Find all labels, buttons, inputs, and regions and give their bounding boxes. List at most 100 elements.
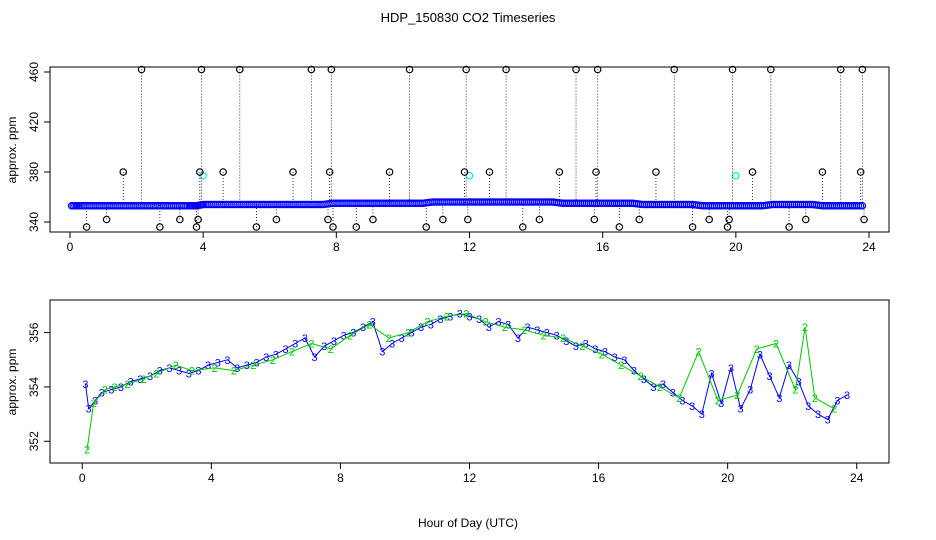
top-point-blue-dense [343,199,351,208]
bottom-digit-marker-3: 3 [186,368,192,380]
top-point-black [176,215,184,224]
bottom-digit-marker-3: 3 [708,368,714,380]
top-point-blue-dense [253,200,261,209]
bottom-digit-marker-3: 3 [544,328,550,340]
top-point-black [219,168,227,176]
top-point-blue-dense [652,200,661,209]
bottom-digit-marker-3: 3 [292,338,298,350]
top-point-black [119,168,128,176]
top-point-blue-dense [140,202,148,210]
top-y-axis: 340 380 420 460 [27,62,50,232]
bottom-digit-marker-3: 3 [757,349,763,361]
bottom-digit-marker-3: 3 [447,311,453,323]
top-point-blue-dense [243,200,251,209]
top-point-blue-dense [852,202,861,210]
top-point-blue-dense [333,199,341,208]
bottom-digit-marker-3: 3 [805,401,811,413]
top-point-black [325,168,334,176]
bottom-digit-marker-3: 3 [573,341,579,353]
top-y-tick-label: 380 [27,162,41,182]
top-point-black [688,223,697,231]
top-point-blue-dense [303,200,311,209]
top-point-blue-dense [353,199,361,208]
top-point-black [590,215,599,224]
top-point-blue-dense [383,199,391,208]
bottom-digit-marker-3: 3 [796,377,802,389]
top-y-tick-label: 420 [27,112,41,132]
top-x-tick-label: 0 [67,240,74,254]
bottom-digit-marker-3: 3 [341,330,347,342]
top-point-black [748,168,757,176]
bottom-x-axis: 0 4 8 12 16 20 24 [79,463,864,485]
top-point-blue-dense [483,198,491,206]
bottom-digit-marker-2: 2 [405,328,411,340]
top-point-blue-dense [854,202,863,210]
bottom-digit-marker-2: 2 [84,444,90,456]
bottom-digit-marker-3: 3 [476,314,482,326]
top-point-black [192,223,201,231]
top-point-cyan [732,171,740,180]
bottom-digit-marker-3: 3 [641,374,647,386]
top-point-blue-dense [672,200,681,209]
top-point-black [572,65,580,74]
bottom-digit-marker-3: 3 [224,355,230,367]
top-point-blue-dense [622,199,631,208]
top-point-blue-dense [233,200,241,209]
top-point-blue-dense [523,198,531,206]
top-point-black [593,65,602,74]
bottom-digit-marker-2: 2 [141,374,147,386]
top-point-blue-dense [513,198,521,206]
top-point-blue-dense [742,202,751,210]
top-point-blue-dense [772,200,781,209]
top-point-black [385,168,394,176]
bottom-digit-marker-2: 2 [444,311,450,323]
top-point-black [836,65,845,74]
top-chart-marks [67,65,868,231]
bottom-digit-marker-2: 2 [579,341,585,353]
bottom-digit-marker-2: 2 [676,393,682,405]
bottom-digit-marker-2: 2 [308,338,314,350]
top-x-tick-label: 24 [862,240,876,254]
top-point-black [137,65,146,74]
top-point-blue-dense [602,199,611,208]
top-point-black [635,215,644,224]
bottom-digit-marker-2: 2 [831,404,837,416]
bottom-digit-marker-2: 2 [483,317,489,329]
bottom-digit-marker-2: 2 [696,347,702,359]
top-point-blue-dense [802,200,811,209]
top-x-tick-label: 12 [463,240,477,254]
top-point-blue-dense [453,198,461,206]
top-point-black [723,223,732,231]
top-point-black [485,168,494,176]
bottom-digit-marker-3: 3 [631,366,637,378]
bottom-digit-marker-2: 2 [521,325,527,337]
top-point-blue-dense [682,200,691,209]
bottom-digit-marker-3: 3 [660,379,666,391]
bottom-digit-marker-2: 2 [91,398,97,410]
bottom-digit-marker-2: 2 [802,322,808,334]
bottom-x-tick-label: 20 [721,471,735,485]
bottom-digit-marker-2: 2 [250,360,256,372]
bottom-digit-marker-3: 3 [118,382,124,394]
top-point-blue-dense [503,198,511,206]
bottom-digit-marker-2: 2 [124,379,130,391]
bottom-y-tick-label: 354 [27,377,41,397]
top-point-blue-dense [90,202,98,210]
bottom-digit-marker-3: 3 [815,409,821,421]
top-point-black [502,65,510,74]
top-point-blue-dense [273,200,281,209]
top-point-blue-dense [592,199,601,208]
bottom-digit-marker-3: 3 [825,415,831,427]
top-point-black [856,168,865,176]
bottom-series-line-3 [85,313,848,421]
top-point-blue-dense [493,198,501,206]
top-point-black [324,215,332,224]
bottom-digit-marker-2: 2 [366,319,372,331]
bottom-digit-marker-2: 2 [212,363,218,375]
top-x-tick-label: 20 [729,240,743,254]
figure-title: HDP_150830 CO2 Timeseries [381,10,556,25]
bottom-digit-marker-3: 3 [273,349,279,361]
bottom-digit-marker-3: 3 [128,377,134,389]
